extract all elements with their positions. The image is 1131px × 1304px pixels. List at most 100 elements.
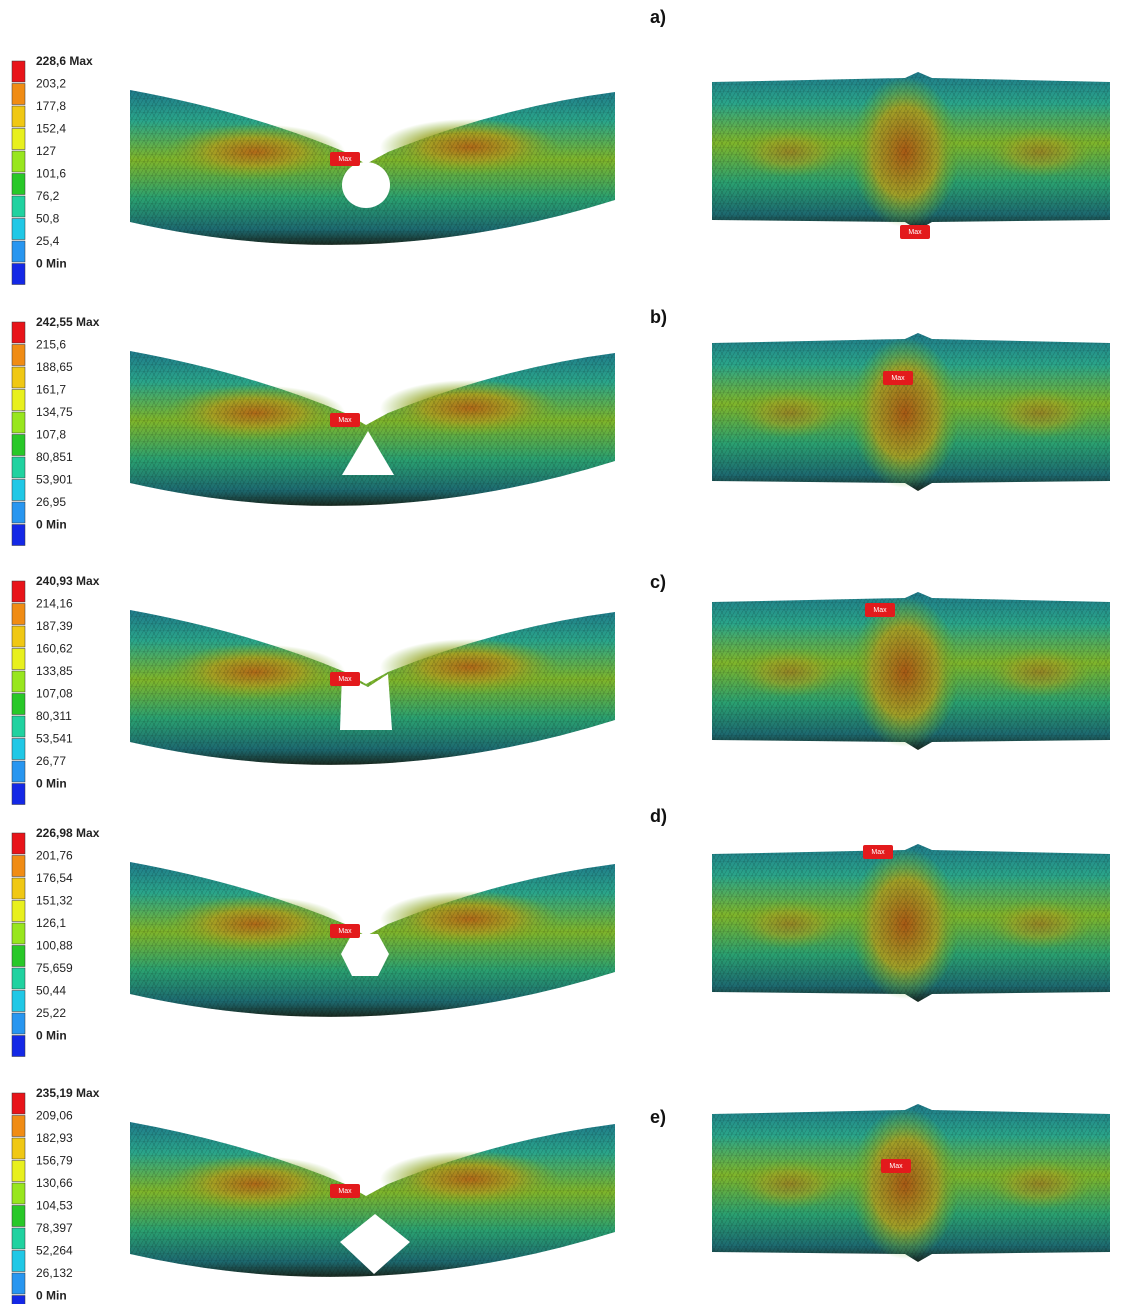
legend-label: 26,77: [36, 754, 66, 768]
legend-swatch: [12, 968, 25, 989]
mesh: [712, 844, 1110, 1002]
legend-label: 75,659: [36, 961, 73, 975]
legend-swatch: [12, 61, 25, 82]
legend-label: 50,8: [36, 212, 60, 226]
legend-label: 152,4: [36, 122, 66, 136]
legend-label: 26,132: [36, 1266, 73, 1280]
panel: c)240,93 Max214,16187,39160,62133,85107,…: [12, 572, 1110, 805]
legend-swatch: [12, 1138, 25, 1159]
legend-label: 240,93 Max: [36, 574, 100, 588]
legend-swatch: [12, 671, 25, 692]
legend-swatch: [12, 106, 25, 127]
legend-label: 0 Min: [36, 257, 67, 271]
legend-label: 100,88: [36, 939, 73, 953]
mesh: [712, 72, 1110, 230]
legend-label: 52,264: [36, 1244, 73, 1258]
legend-label: 0 Min: [36, 777, 67, 791]
legend-swatch: [12, 219, 25, 240]
legend-label: 133,85: [36, 664, 73, 678]
legend-label: 160,62: [36, 642, 73, 656]
legend-label: 151,32: [36, 894, 73, 908]
legend-swatch: [12, 1228, 25, 1249]
legend-swatch: [12, 626, 25, 647]
notch-hole: [342, 162, 390, 208]
legend-label: 215,6: [36, 338, 66, 352]
panel-label: a): [650, 7, 666, 27]
legend-label: 50,44: [36, 984, 66, 998]
legend-swatch: [12, 412, 25, 433]
legend-swatch: [12, 196, 25, 217]
legend-swatch: [12, 1116, 25, 1137]
legend-label: 25,4: [36, 234, 60, 248]
legend-swatch: [12, 878, 25, 899]
legend-label: 80,311: [36, 709, 72, 723]
legend-label: 0 Min: [36, 518, 67, 532]
legend-label: 101,6: [36, 167, 66, 181]
legend-label: 0 Min: [36, 1029, 67, 1043]
legend-swatch: [12, 649, 25, 670]
figure: a)228,6 Max203,2177,8152,4127101,676,250…: [0, 0, 1131, 1304]
legend-label: 188,65: [36, 360, 73, 374]
legend: 226,98 Max 201,76 176,54 151,32 126,1 100,88 7…: [12, 826, 100, 1056]
max-text: Max: [871, 849, 885, 856]
legend-swatch: [12, 1093, 25, 1114]
mesh: [130, 351, 615, 506]
legend-swatch: [12, 174, 25, 195]
legend-label: 80,851: [36, 450, 73, 464]
legend-swatch: [12, 784, 25, 805]
legend-swatch: [12, 525, 25, 546]
max-marker: Max: [881, 1159, 911, 1173]
panel: d) 226,98 Max 201,76 176,54 151,32 126,1 100,8…: [12, 806, 1110, 1057]
max-text: Max: [908, 229, 922, 236]
max-marker: Max: [330, 1184, 360, 1198]
panels: a)228,6 Max203,2177,8152,4127101,676,250…: [12, 7, 1110, 1304]
legend-swatch: [12, 901, 25, 922]
legend-swatch: [12, 435, 25, 456]
legend-swatch: [12, 1183, 25, 1204]
legend-swatch: [12, 480, 25, 501]
panel: a)228,6 Max203,2177,8152,4127101,676,250…: [12, 7, 1110, 285]
legend-label: 156,79: [36, 1154, 73, 1168]
legend-swatch: [12, 502, 25, 523]
legend-label: 182,93: [36, 1131, 73, 1145]
legend-swatch: [12, 84, 25, 105]
max-text: Max: [338, 156, 352, 163]
max-marker: Max: [900, 225, 930, 239]
max-marker: Max: [865, 603, 895, 617]
legend-swatch: [12, 390, 25, 411]
legend-swatch: [12, 322, 25, 343]
legend-swatch: [12, 739, 25, 760]
legend-swatch: [12, 129, 25, 150]
legend-label: 161,7: [36, 383, 66, 397]
panel-label: c): [650, 572, 666, 592]
legend-label: 130,66: [36, 1176, 73, 1190]
panel-label: d): [650, 806, 667, 826]
panel-label: e): [650, 1107, 666, 1127]
legend-label: 134,75: [36, 405, 73, 419]
legend-label: 176,54: [36, 871, 73, 885]
legend-swatch: [12, 946, 25, 967]
legend-swatch: [12, 923, 25, 944]
legend-swatch: [12, 833, 25, 854]
legend: 242,55 Max215,6188,65161,7134,75107,880,…: [12, 315, 100, 545]
legend-label: 201,76: [36, 849, 73, 863]
legend-swatch: [12, 457, 25, 478]
legend-swatch: [12, 241, 25, 262]
max-text: Max: [338, 417, 352, 424]
legend-label: 78,397: [36, 1221, 73, 1235]
legend-swatch: [12, 716, 25, 737]
legend: 240,93 Max214,16187,39160,62133,85107,08…: [12, 574, 100, 804]
legend-label: 26,95: [36, 495, 66, 509]
legend-swatch: [12, 264, 25, 285]
legend-label: 177,8: [36, 99, 66, 113]
legend-label: 226,98 Max: [36, 826, 100, 840]
legend-swatch: [12, 1251, 25, 1272]
legend-label: 107,08: [36, 687, 73, 701]
max-marker: Max: [330, 672, 360, 686]
legend-swatch: [12, 694, 25, 715]
legend-swatch: [12, 604, 25, 625]
max-text: Max: [889, 1163, 903, 1170]
max-text: Max: [338, 928, 352, 935]
legend-label: 126,1: [36, 916, 66, 930]
mesh: [712, 333, 1110, 491]
